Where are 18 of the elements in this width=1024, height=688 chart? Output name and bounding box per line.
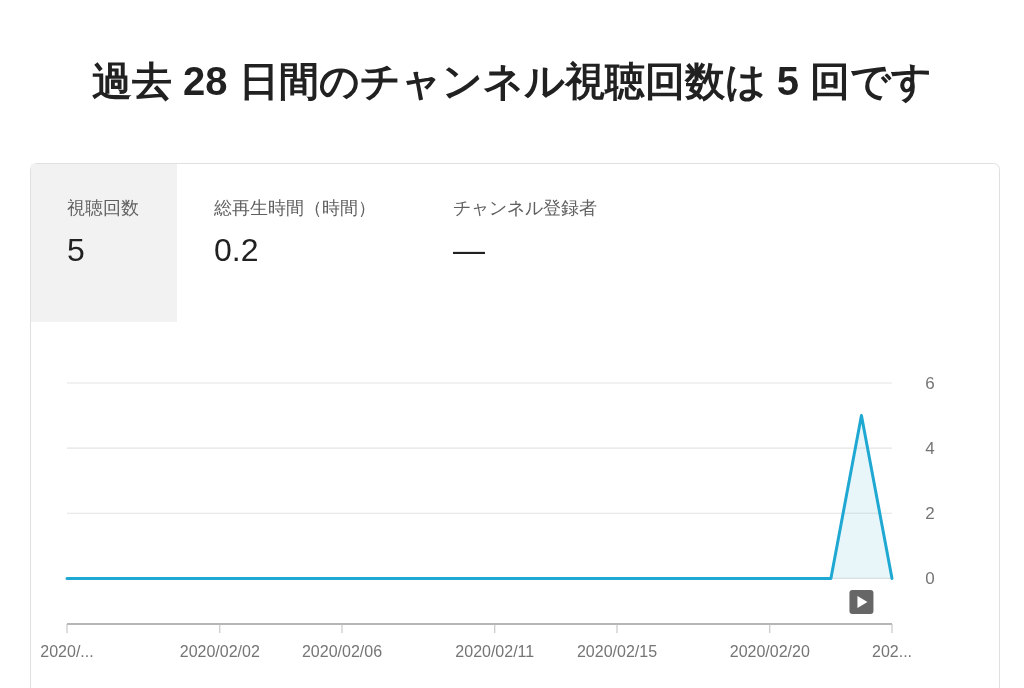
x-tick-label: 2020/02/15: [576, 643, 658, 660]
x-tick-label: 2020/...: [40, 643, 94, 660]
text: 過去 28 日間のチャンネル視聴回数は 5 回です: [91, 59, 933, 104]
text: —: [453, 232, 485, 268]
x-tick-label: 2020/02/02: [179, 643, 260, 660]
category-label: 視聴回数: [67, 198, 139, 218]
category-label: 総再生時間（時間）: [213, 198, 376, 218]
y-tick-label: 6: [925, 374, 935, 393]
text: 5: [67, 232, 85, 268]
text: 0.2: [214, 232, 259, 268]
x-tick-label: 2020/02/11: [455, 643, 535, 660]
category-label: チャンネル登録者: [453, 198, 597, 218]
y-tick-label: 0: [925, 569, 935, 589]
y-tick-label: 2: [925, 504, 935, 524]
x-tick-label: 202...: [871, 643, 913, 660]
x-tick-label: 2020/02/20: [729, 643, 810, 660]
y-tick-label: 4: [925, 439, 935, 459]
x-tick-label: 2020/02/06: [301, 643, 383, 660]
